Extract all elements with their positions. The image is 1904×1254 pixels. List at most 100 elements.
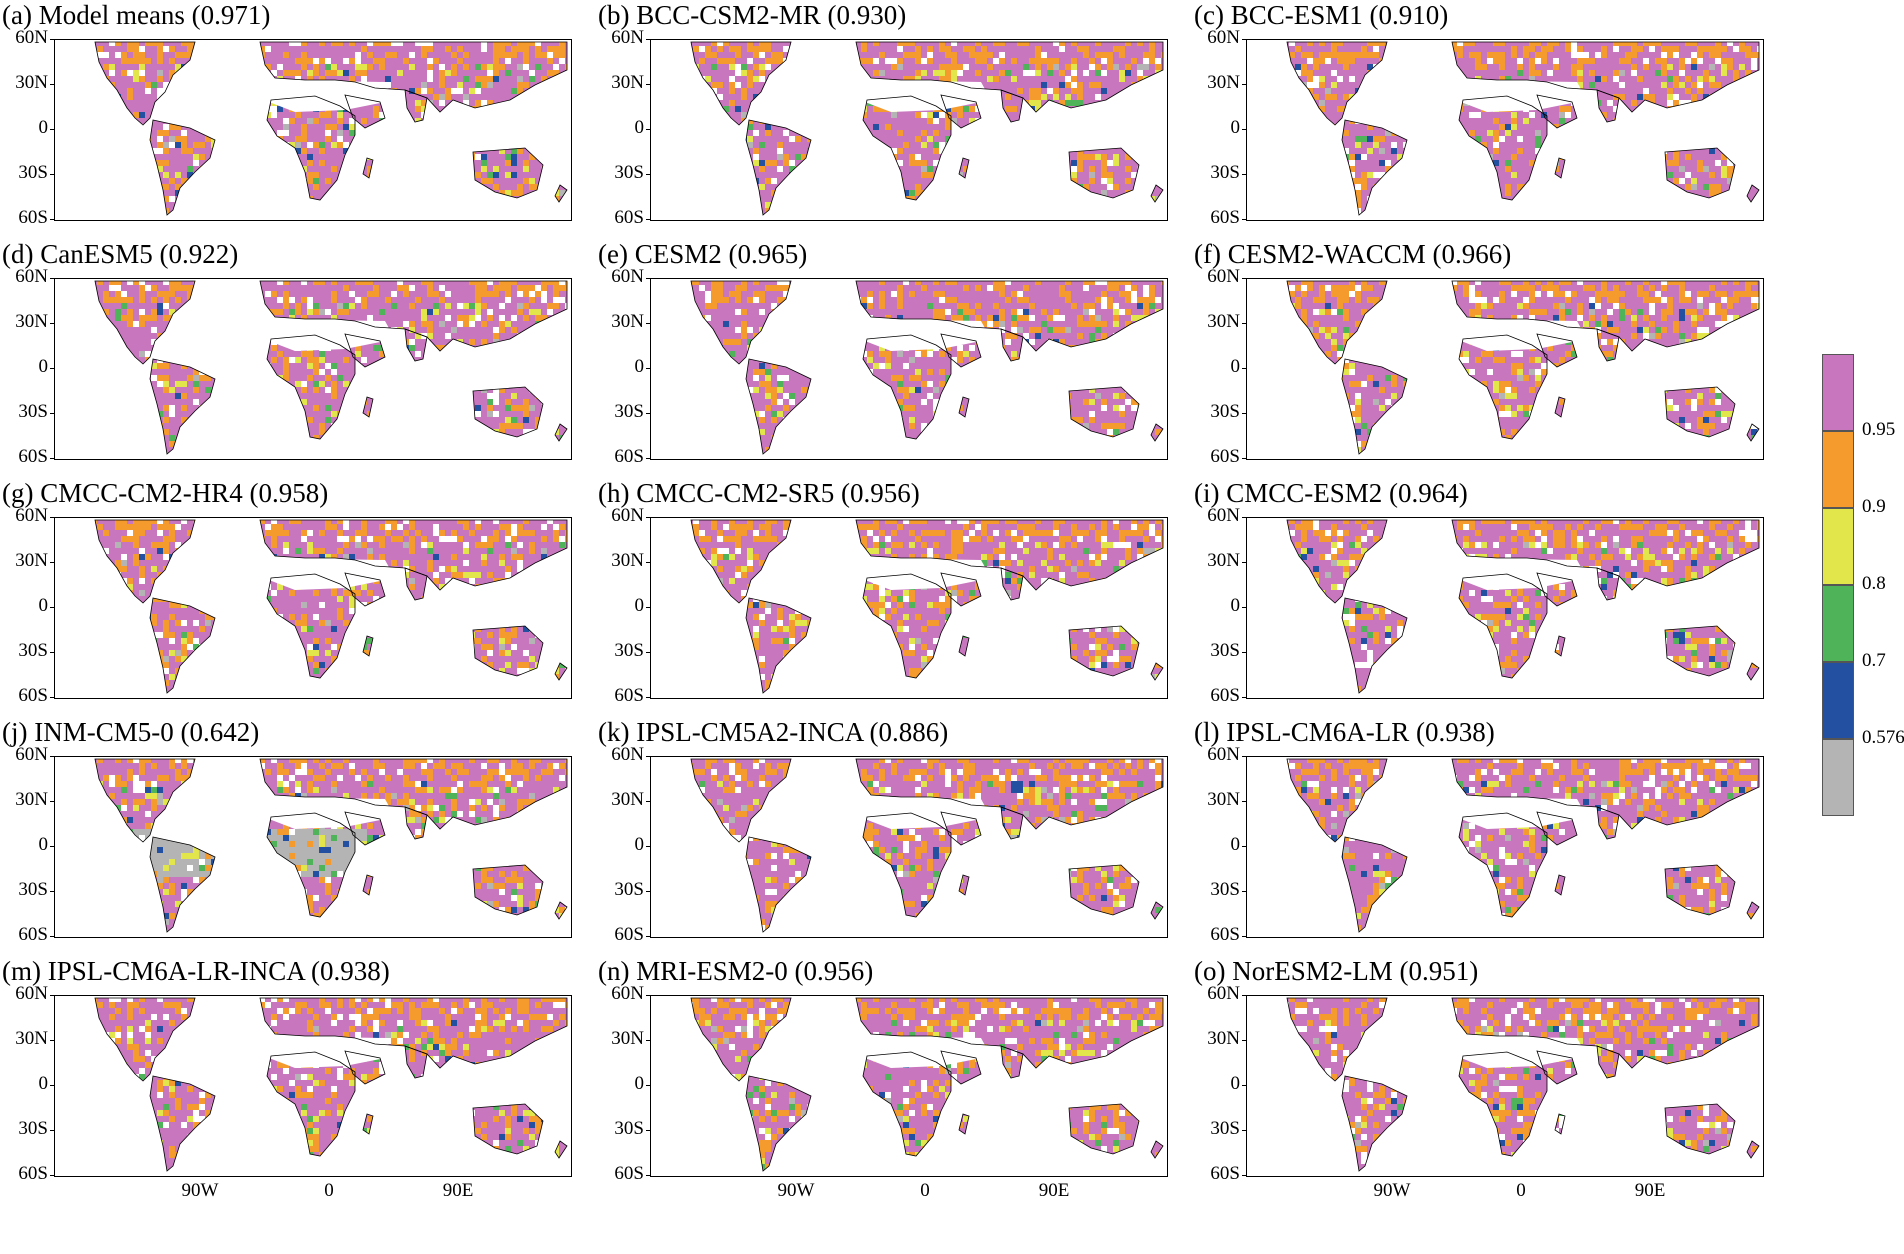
longitude-label: 90W xyxy=(1362,1180,1422,1202)
latitude-label: 30N xyxy=(1192,1028,1240,1050)
map-canvas xyxy=(55,518,571,698)
latitude-label: 0 xyxy=(596,1073,644,1095)
latitude-label: 30S xyxy=(596,640,644,662)
latitude-label: 30N xyxy=(596,789,644,811)
latitude-label: 30S xyxy=(596,1118,644,1140)
map-canvas xyxy=(1247,996,1763,1176)
correlation-field xyxy=(55,757,571,937)
correlation-field xyxy=(651,757,1167,937)
map-canvas xyxy=(55,40,571,220)
latitude-label: 0 xyxy=(0,356,48,378)
latitude-label: 60N xyxy=(1192,744,1240,766)
map-canvas xyxy=(1247,279,1763,459)
latitude-label: 60N xyxy=(0,27,48,49)
latitude-label: 0 xyxy=(0,1073,48,1095)
panel-title: (g) CMCC-CM2-HR4 (0.958) xyxy=(2,478,328,509)
latitude-label: 30S xyxy=(0,879,48,901)
latitude-label: 60S xyxy=(1192,1163,1240,1185)
longitude-label: 90E xyxy=(1620,1180,1680,1202)
map-area xyxy=(54,278,572,460)
correlation-field xyxy=(651,279,1167,459)
correlation-field xyxy=(1247,757,1763,937)
legend-label: 0.95 xyxy=(1862,419,1895,441)
panel-title: (f) CESM2-WACCM (0.966) xyxy=(1194,239,1511,270)
correlation-field xyxy=(55,279,571,459)
latitude-label: 60N xyxy=(596,27,644,49)
latitude-label: 60S xyxy=(596,924,644,946)
latitude-label: 0 xyxy=(0,117,48,139)
latitude-label: 60S xyxy=(0,1163,48,1185)
panel-title: (b) BCC-CSM2-MR (0.930) xyxy=(598,0,906,31)
longitude-label: 0 xyxy=(895,1180,955,1202)
legend-label: 0.9 xyxy=(1862,496,1886,518)
latitude-label: 30N xyxy=(0,789,48,811)
latitude-label: 0 xyxy=(1192,356,1240,378)
latitude-label: 60S xyxy=(596,207,644,229)
correlation-field xyxy=(1247,40,1763,220)
latitude-label: 0 xyxy=(1192,117,1240,139)
map-area xyxy=(650,756,1168,938)
latitude-label: 60S xyxy=(0,685,48,707)
map-area xyxy=(650,517,1168,699)
latitude-label: 60S xyxy=(1192,685,1240,707)
correlation-field xyxy=(55,518,571,698)
map-canvas xyxy=(651,996,1167,1176)
latitude-label: 30N xyxy=(596,311,644,333)
latitude-label: 60N xyxy=(0,983,48,1005)
latitude-label: 30S xyxy=(0,401,48,423)
panel-title: (m) IPSL-CM6A-LR-INCA (0.938) xyxy=(2,956,390,987)
correlation-field xyxy=(55,40,571,220)
latitude-label: 30S xyxy=(1192,401,1240,423)
legend-swatch xyxy=(1822,585,1854,662)
latitude-label: 60S xyxy=(596,446,644,468)
map-area xyxy=(54,995,572,1177)
latitude-label: 0 xyxy=(596,834,644,856)
legend-swatch xyxy=(1822,739,1854,816)
map-area xyxy=(650,39,1168,221)
latitude-label: 60N xyxy=(596,744,644,766)
latitude-label: 60N xyxy=(596,266,644,288)
latitude-label: 60S xyxy=(596,685,644,707)
legend-label: 0.576 xyxy=(1862,727,1904,749)
map-canvas xyxy=(651,757,1167,937)
map-area xyxy=(1246,278,1764,460)
latitude-label: 60N xyxy=(1192,505,1240,527)
latitude-label: 60N xyxy=(0,744,48,766)
map-area xyxy=(1246,756,1764,938)
map-area xyxy=(54,517,572,699)
latitude-label: 60N xyxy=(0,266,48,288)
latitude-label: 0 xyxy=(0,834,48,856)
latitude-label: 60S xyxy=(0,924,48,946)
latitude-label: 30N xyxy=(1192,789,1240,811)
latitude-label: 0 xyxy=(596,117,644,139)
latitude-label: 30S xyxy=(1192,879,1240,901)
latitude-label: 30S xyxy=(1192,1118,1240,1140)
latitude-label: 30N xyxy=(0,72,48,94)
longitude-label: 90W xyxy=(170,1180,230,1202)
latitude-label: 0 xyxy=(596,595,644,617)
latitude-label: 60S xyxy=(1192,207,1240,229)
legend-swatch xyxy=(1822,431,1854,508)
panel-title: (k) IPSL-CM5A2-INCA (0.886) xyxy=(598,717,948,748)
legend-swatch xyxy=(1822,508,1854,585)
longitude-label: 90E xyxy=(1024,1180,1084,1202)
latitude-label: 30N xyxy=(0,311,48,333)
correlation-field xyxy=(651,40,1167,220)
legend-swatch xyxy=(1822,662,1854,739)
latitude-label: 30N xyxy=(596,72,644,94)
map-area xyxy=(650,995,1168,1177)
legend-label: 0.8 xyxy=(1862,573,1886,595)
latitude-label: 30S xyxy=(596,879,644,901)
latitude-label: 0 xyxy=(596,356,644,378)
map-canvas xyxy=(651,279,1167,459)
